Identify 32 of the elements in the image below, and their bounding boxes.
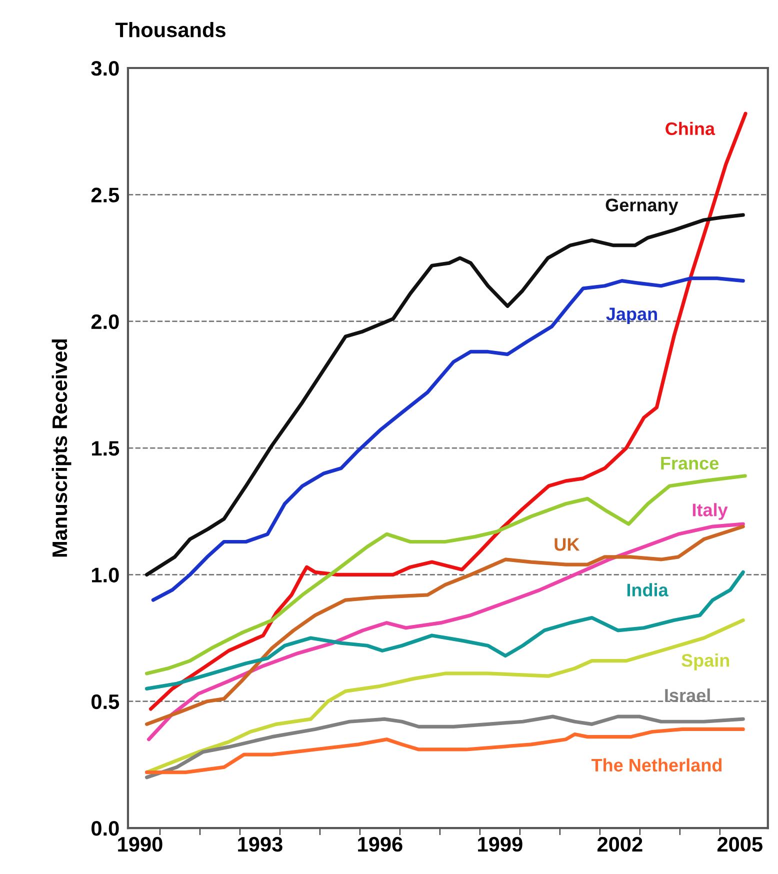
line-series [144, 714, 745, 780]
y-tick-label: 0.5 [92, 694, 120, 710]
series-label: The Netherland [591, 758, 722, 772]
x-tick-label: 1996 [358, 836, 402, 852]
x-tick-label: 1999 [478, 836, 522, 852]
line-series [148, 112, 748, 711]
x-tick-label: 2005 [717, 836, 762, 852]
line-series [144, 213, 745, 576]
series-label: China [666, 122, 716, 136]
series-label: Spain [682, 654, 730, 670]
y-axis-title: Manuscripts Received [52, 339, 72, 557]
series-label: India [627, 583, 668, 596]
y-tick-label: 1.5 [92, 441, 120, 456]
series-label: Israel [665, 688, 710, 702]
line-series [144, 474, 747, 676]
series-label: Japan [606, 308, 657, 324]
series-label: UK [554, 538, 580, 551]
line-series [151, 276, 745, 602]
line-series [144, 570, 745, 690]
y-tick-label: 2.0 [91, 314, 119, 330]
y-tick-label: 3.0 [91, 61, 119, 76]
y-tick-label: 2.5 [91, 188, 120, 202]
x-tick-label: 1993 [238, 836, 282, 852]
series-label: France [661, 457, 719, 470]
text: Thousands [115, 22, 226, 38]
series-label: Gernany [606, 198, 678, 216]
x-tick-label: 1990 [118, 836, 162, 852]
x-tick-label: 2002 [597, 836, 642, 852]
y-tick-label: 1.0 [92, 568, 119, 582]
y-tick-label: 0.0 [92, 821, 119, 836]
line-series [144, 727, 745, 774]
series-label: Italy [692, 503, 728, 520]
